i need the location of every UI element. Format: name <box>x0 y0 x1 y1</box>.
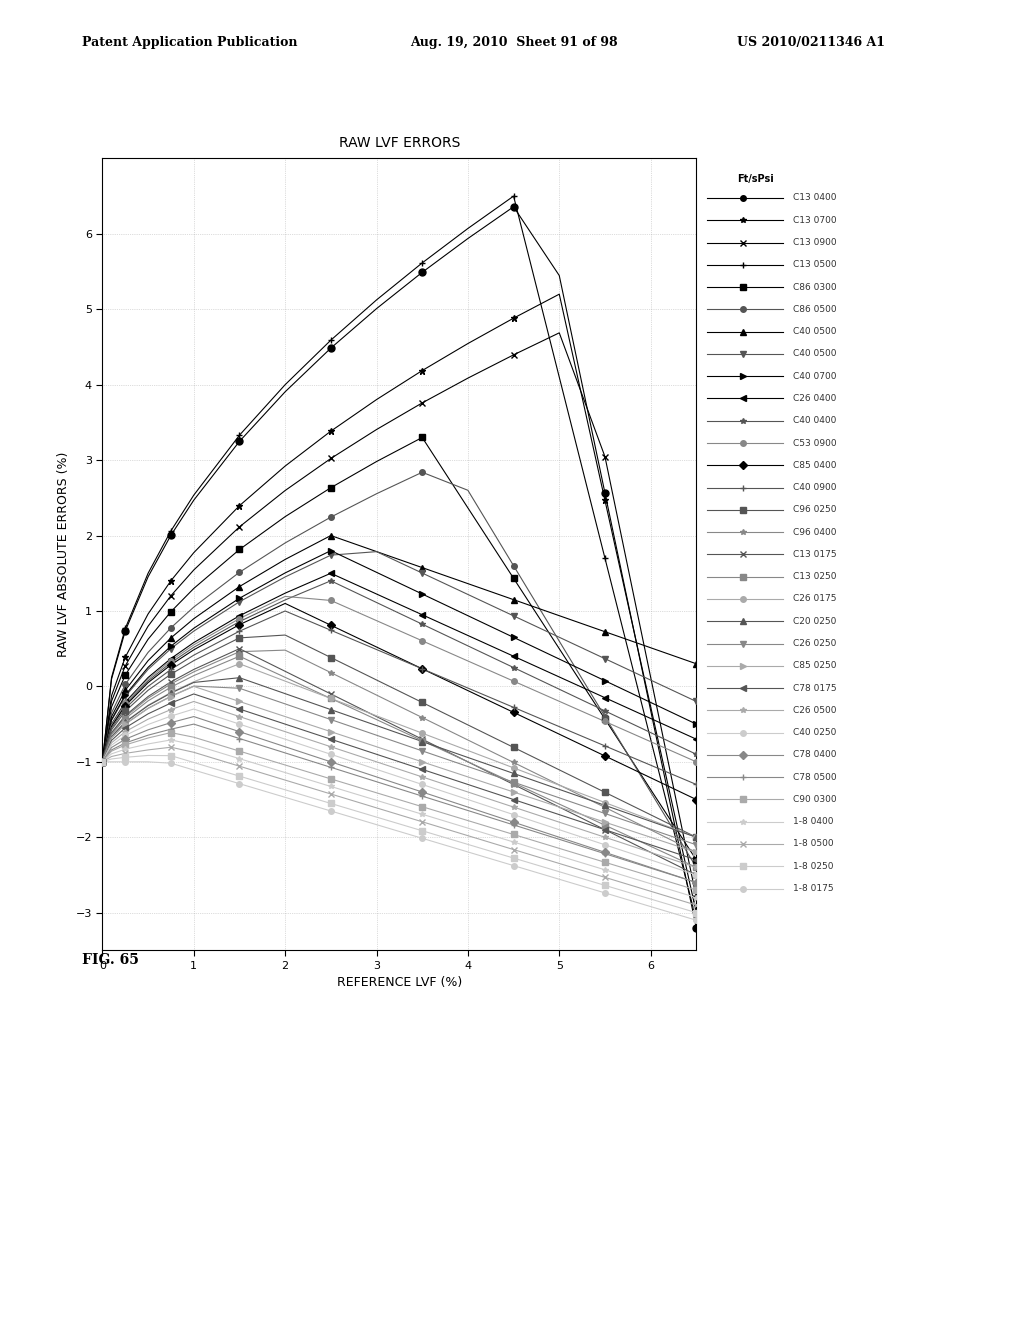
Text: C86 0500: C86 0500 <box>793 305 837 314</box>
Text: C13 0900: C13 0900 <box>793 238 837 247</box>
Y-axis label: RAW LVF ABSOLUTE ERRORS (%): RAW LVF ABSOLUTE ERRORS (%) <box>57 451 70 657</box>
Text: C40 0500: C40 0500 <box>793 350 836 359</box>
Text: C40 0500: C40 0500 <box>793 327 836 337</box>
Text: C78 0500: C78 0500 <box>793 772 837 781</box>
Text: C13 0500: C13 0500 <box>793 260 837 269</box>
Text: C40 0400: C40 0400 <box>793 416 836 425</box>
Title: RAW LVF ERRORS: RAW LVF ERRORS <box>339 136 460 150</box>
Text: Ft/sPsi: Ft/sPsi <box>737 174 774 185</box>
X-axis label: REFERENCE LVF (%): REFERENCE LVF (%) <box>337 977 462 990</box>
Text: C85 0250: C85 0250 <box>793 661 836 671</box>
Text: C26 0175: C26 0175 <box>793 594 836 603</box>
Text: C53 0900: C53 0900 <box>793 438 837 447</box>
Text: 1-8 0175: 1-8 0175 <box>793 884 834 894</box>
Text: 1-8 0400: 1-8 0400 <box>793 817 834 826</box>
Text: C20 0250: C20 0250 <box>793 616 836 626</box>
Text: C13 0700: C13 0700 <box>793 215 837 224</box>
Text: Patent Application Publication: Patent Application Publication <box>82 36 297 49</box>
Text: C86 0300: C86 0300 <box>793 282 837 292</box>
Text: C26 0250: C26 0250 <box>793 639 836 648</box>
Text: C40 0700: C40 0700 <box>793 372 836 380</box>
Text: C78 0400: C78 0400 <box>793 750 836 759</box>
Text: C78 0175: C78 0175 <box>793 684 837 693</box>
Text: C85 0400: C85 0400 <box>793 461 836 470</box>
Text: C26 0400: C26 0400 <box>793 393 836 403</box>
Text: Aug. 19, 2010  Sheet 91 of 98: Aug. 19, 2010 Sheet 91 of 98 <box>410 36 617 49</box>
Text: 1-8 0250: 1-8 0250 <box>793 862 834 871</box>
Text: C13 0250: C13 0250 <box>793 572 836 581</box>
Text: C40 0250: C40 0250 <box>793 729 836 737</box>
Text: C13 0175: C13 0175 <box>793 550 837 558</box>
Text: FIG. 65: FIG. 65 <box>82 953 139 966</box>
Text: C40 0900: C40 0900 <box>793 483 836 492</box>
Text: 1-8 0500: 1-8 0500 <box>793 840 834 849</box>
Text: C96 0250: C96 0250 <box>793 506 836 515</box>
Text: C26 0500: C26 0500 <box>793 706 836 715</box>
Text: C13 0400: C13 0400 <box>793 194 836 202</box>
Text: C96 0400: C96 0400 <box>793 528 836 537</box>
Text: US 2010/0211346 A1: US 2010/0211346 A1 <box>737 36 886 49</box>
Text: C90 0300: C90 0300 <box>793 795 837 804</box>
